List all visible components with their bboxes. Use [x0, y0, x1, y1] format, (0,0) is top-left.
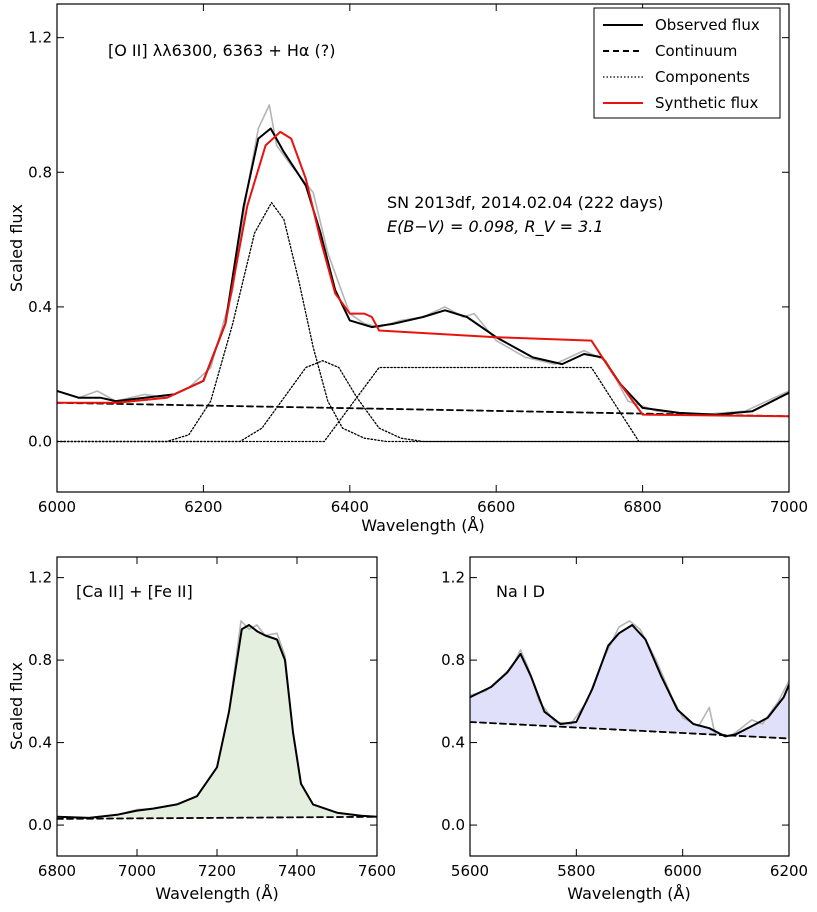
- ca-ticks: 6800 7000 7200 7400 7600 0.0 0.4 0.8 1.2: [28, 557, 396, 880]
- ca-ytick-label: 0.8: [28, 651, 52, 669]
- na-series-observed-flux: [470, 624, 789, 738]
- main-ticks: 6000 6200 6400 6600 6800 7000 0.0 0.4 0.8 1.2: [28, 4, 808, 516]
- na-panel: 5600 5800 6000 6200 0.0 0.4 0.8 1.2 Wavelength …: [441, 556, 808, 903]
- na-ytick-label: 0.0: [441, 816, 465, 834]
- main-xtick-label: 6800: [624, 498, 662, 516]
- main-series-component-1: [57, 201, 789, 443]
- na-ytick-label: 0.4: [441, 734, 465, 752]
- main-xtick-label: 6600: [477, 498, 515, 516]
- main-xlabel: Wavelength (Å): [361, 516, 484, 535]
- legend-label-components: Components: [655, 68, 750, 86]
- na-line-id-annotation: Na I D: [496, 582, 545, 601]
- na-xtick-label: 6200: [770, 862, 808, 880]
- main-plot-area: [57, 104, 789, 443]
- object-annotation: SN 2013df, 2014.02.04 (222 days): [387, 193, 663, 212]
- ca-xlabel: Wavelength (Å): [155, 884, 278, 903]
- ca-xtick-label: 7200: [198, 862, 236, 880]
- main-series-component-2: [57, 360, 789, 443]
- main-ytick-label: 0.8: [28, 163, 52, 181]
- na-line-fill: [470, 625, 789, 739]
- na-ticks: 5600 5800 6000 6200 0.0 0.4 0.8 1.2: [441, 557, 808, 880]
- ca-series-observed-flux: [57, 624, 377, 819]
- na-series-raw: [470, 620, 789, 738]
- ca-plot-area: [57, 620, 377, 820]
- main-ylabel: Scaled flux: [7, 204, 26, 292]
- ca-xtick-label: 7600: [358, 862, 396, 880]
- main-xtick-label: 6000: [38, 498, 76, 516]
- main-axes-frame: [56, 3, 790, 493]
- ca-xtick-label: 7000: [118, 862, 156, 880]
- extinction-annotation: E(B−V) = 0.098, R_V = 3.1: [387, 217, 604, 237]
- na-xtick-label: 6000: [664, 862, 702, 880]
- main-xtick-label: 6400: [331, 498, 369, 516]
- ca-xtick-label: 7400: [278, 862, 316, 880]
- na-plot-area: [470, 620, 789, 740]
- main-ytick-label: 1.2: [28, 29, 52, 47]
- main-series-component-3: [57, 366, 789, 443]
- ca-ytick-label: 0.4: [28, 734, 52, 752]
- na-ytick-label: 1.2: [441, 569, 465, 587]
- ca-panel: 6800 7000 7200 7400 7600 0.0 0.4 0.8 1.2 Wavelen…: [7, 556, 396, 903]
- main-series-raw: [57, 104, 789, 416]
- na-xtick-label: 5600: [451, 862, 489, 880]
- ca-line-id-annotation: [Ca II] + [Fe II]: [76, 582, 193, 601]
- ca-line-fill: [57, 625, 377, 819]
- legend-label-synthetic: Synthetic flux: [655, 94, 759, 112]
- na-axes-frame: [469, 556, 790, 857]
- main-series-synthetic-flux: [57, 130, 789, 418]
- ca-ylabel: Scaled flux: [7, 662, 26, 750]
- na-ytick-label: 0.8: [441, 651, 465, 669]
- ca-series-continuum: [57, 815, 377, 820]
- main-ytick-label: 0.4: [28, 298, 52, 316]
- legend-label-observed: Observed flux: [655, 16, 760, 34]
- ca-ytick-label: 1.2: [28, 569, 52, 587]
- main-ytick-label: 0.0: [28, 433, 52, 451]
- ca-ytick-label: 0.0: [28, 816, 52, 834]
- na-xlabel: Wavelength (Å): [567, 884, 690, 903]
- na-xtick-label: 5800: [557, 862, 595, 880]
- na-series-continuum: [470, 721, 789, 740]
- main-xtick-label: 7000: [770, 498, 808, 516]
- main-xtick-label: 6200: [184, 498, 222, 516]
- legend-box: [593, 7, 781, 119]
- main-series-observed-flux: [57, 127, 789, 416]
- legend-label-continuum: Continuum: [655, 42, 737, 60]
- legend: Observed flux Continuum Components Synth…: [593, 7, 781, 119]
- line-id-annotation: [O II] λλ6300, 6363 + Hα (?): [108, 41, 335, 60]
- main-panel: 6000 6200 6400 6600 6800 7000 0.0 0.4 0.8 1.2 Wav…: [7, 3, 808, 535]
- ca-xtick-label: 6800: [38, 862, 76, 880]
